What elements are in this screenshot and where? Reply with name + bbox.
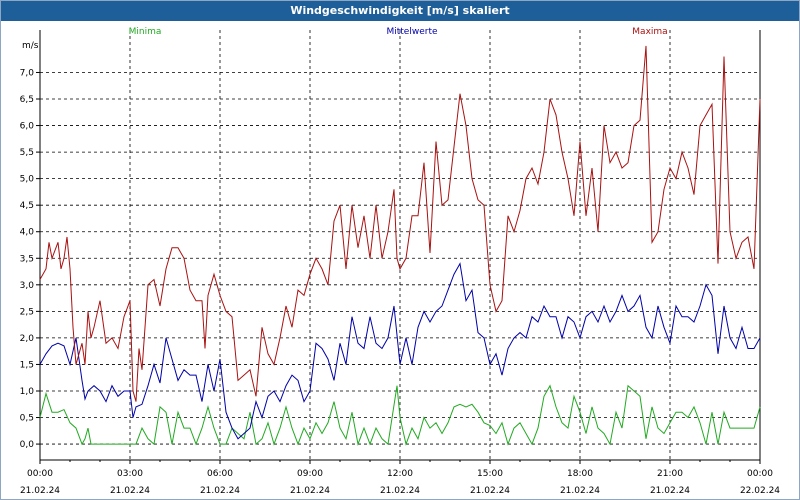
x-tick-time-label: 18:00 (567, 469, 593, 479)
x-tick-time-label: 12:00 (387, 469, 413, 479)
x-tick-date-label: 22.02.24 (740, 486, 780, 496)
chart-series (39, 45, 761, 446)
y-tick-label: 6,0 (20, 122, 35, 132)
x-tick-time-label: 06:00 (207, 469, 233, 479)
x-tick-time-label: 15:00 (477, 469, 503, 479)
series-line-minima (39, 384, 761, 446)
y-tick-label: 3,5 (20, 254, 34, 264)
series-line-mittelwerte (39, 262, 761, 440)
x-tick-date-label: 21.02.24 (20, 486, 60, 496)
y-tick-label: 3,0 (20, 281, 35, 291)
y-tick-label: 7,0 (20, 68, 35, 78)
x-tick-date-label: 21.02.24 (200, 486, 240, 496)
y-tick-labels: 0,0 0,5 1,0 1,5 2,0 2,5 3,0 3,5 4,0 4,5 5,0 5,5 6,0 6… (20, 68, 35, 450)
y-tick-label: 4,5 (20, 201, 34, 211)
legend-maxima: Maxima (632, 27, 667, 37)
y-tick-label: 5,5 (20, 148, 34, 158)
x-tick-time-label: 00:00 (27, 469, 53, 479)
x-tick-date-label: 21.02.24 (470, 486, 510, 496)
x-tick-date-label: 21.02.24 (650, 486, 690, 496)
y-tick-label: 1,5 (20, 360, 34, 370)
series-line-maxima (39, 45, 761, 402)
x-tick-labels: 00:00 21.02.24 03:00 21.02.24 06:00 21.02.24 0… (20, 469, 780, 496)
y-tick-label: 4,0 (20, 228, 35, 238)
legend-minima: Minima (129, 27, 162, 37)
y-tick-label: 5,0 (20, 175, 35, 185)
chart-grid (40, 30, 760, 460)
y-tick-label: 6,5 (20, 95, 34, 105)
x-tick-date-label: 21.02.24 (380, 486, 420, 496)
x-tick-date-label: 21.02.24 (110, 486, 150, 496)
window-title: Windgeschwindigkeit [m/s] skaliert (1, 1, 799, 21)
y-tick-label: 0,0 (20, 440, 35, 450)
y-tick-label: 2,5 (20, 307, 34, 317)
legend-mittelwerte: Mittelwerte (386, 27, 437, 37)
y-axis-unit-label: m/s (22, 41, 39, 51)
y-tick-label: 0,5 (20, 414, 34, 424)
y-tick-label: 2,0 (20, 334, 35, 344)
x-tick-date-label: 21.02.24 (560, 486, 600, 496)
x-tick-time-label: 00:00 (747, 469, 773, 479)
x-tick-date-label: 21.02.24 (290, 486, 330, 496)
x-tick-time-label: 03:00 (117, 469, 143, 479)
y-tick-label: 1,0 (20, 387, 35, 397)
x-tick-time-label: 09:00 (297, 469, 323, 479)
x-tick-time-label: 21:00 (657, 469, 683, 479)
chart-legend: Minima Mittelwerte Maxima (129, 27, 668, 37)
